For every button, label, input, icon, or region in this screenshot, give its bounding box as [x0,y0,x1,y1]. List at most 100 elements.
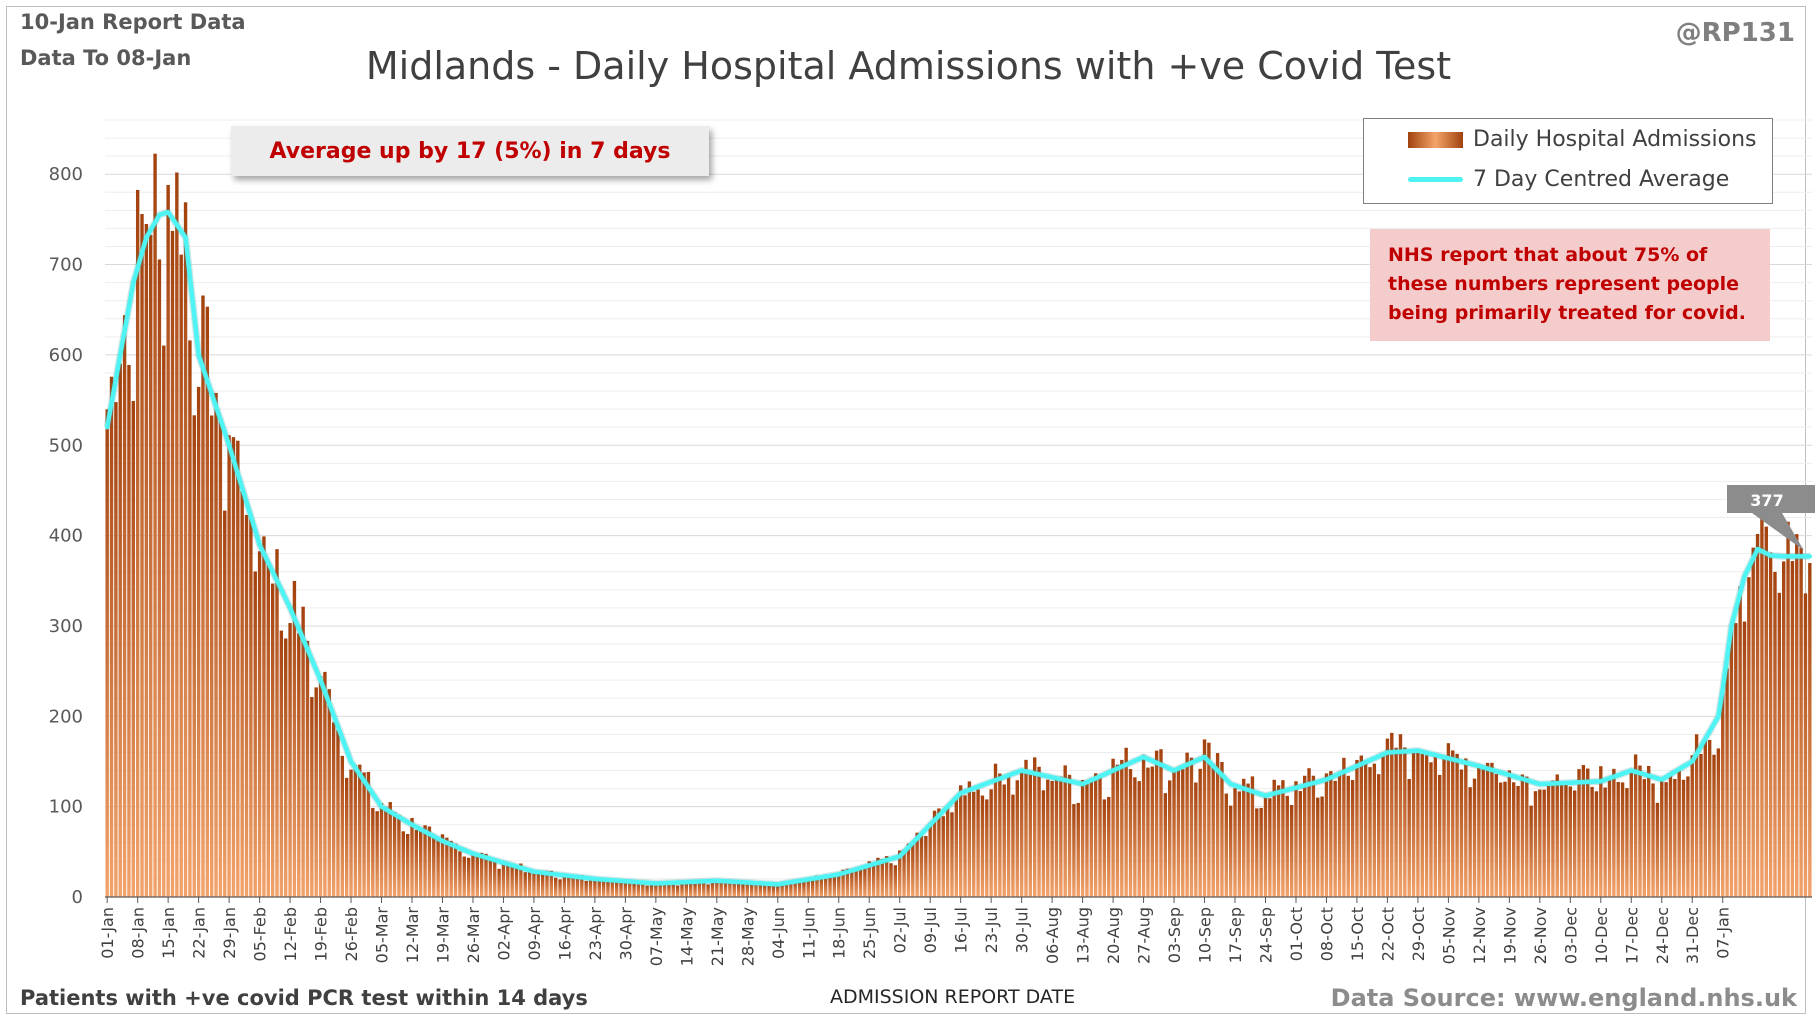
x-tick-label: 05-Nov [1439,907,1458,964]
admission-bar [1481,769,1485,897]
x-tick-label: 24-Sep [1256,907,1275,963]
admission-bar [1625,788,1629,897]
admission-bar [170,230,175,897]
admission-bar [1507,770,1512,897]
admission-bar [1233,788,1237,897]
y-tick-label: 600 [49,345,83,366]
legend-line-swatch [1408,177,1463,182]
admission-bar [1594,791,1599,897]
admission-bar [1146,767,1150,897]
admission-bar [780,882,784,897]
admission-bar [231,437,236,897]
admission-bar [1760,507,1764,897]
admission-bar [1215,753,1220,897]
value-callout-box [1727,485,1815,513]
admission-bar [1673,779,1677,897]
admission-bar [1107,796,1111,897]
admission-bar [1446,743,1451,897]
admission-bar [1228,805,1233,897]
admission-bar [218,419,223,897]
admission-bar [763,884,767,897]
admission-bar [1477,766,1481,897]
legend-label-bars: Daily Hospital Admissions [1473,127,1757,152]
admission-bar [205,306,210,897]
admission-bar [1420,753,1424,897]
admission-bar [401,831,405,897]
admission-bar [1642,779,1647,897]
admission-bar [384,806,388,897]
admission-bar [636,882,641,897]
admission-bar [353,765,358,897]
admission-bar [1629,771,1633,897]
admission-bar [898,850,902,897]
admission-bar [166,184,170,897]
admission-bar [192,415,196,897]
admission-bar [432,836,436,897]
admission-bar [1054,777,1059,897]
admission-bar [1790,561,1795,897]
admission-bar [284,638,288,897]
admission-bar [1533,791,1538,897]
x-tick-label: 08-Oct [1317,907,1336,961]
admission-bar [249,513,253,897]
admission-bar [819,875,824,897]
admission-bar [1207,742,1211,897]
admission-bar [1133,777,1137,897]
x-tick-label: 01-Oct [1287,907,1306,961]
admission-bar [828,876,832,897]
admission-bar [1294,781,1298,897]
admission-bar [972,791,976,897]
admission-bar [749,883,754,897]
admission-bar [784,882,789,897]
admission-bar [1011,794,1015,897]
admission-bar [641,881,645,897]
x-tick-label: 17-Dec [1622,907,1641,964]
admission-bar [702,880,706,897]
x-tick-label: 20-Aug [1104,907,1123,964]
x-tick-label: 30-Apr [616,907,635,961]
admission-bar [196,386,201,897]
admission-bar [1272,779,1276,897]
admission-bar [1311,775,1316,897]
admission-bar [1551,780,1555,897]
admission-bar [135,189,140,898]
admission-bar [1037,766,1041,897]
admission-bar [932,810,937,897]
admission-bar [1028,772,1033,897]
admission-bar [1638,765,1642,897]
admission-bar [1655,802,1660,897]
x-tick-label: 02-Jul [891,907,910,953]
admission-bar [1559,782,1564,897]
admission-bar [1498,782,1503,897]
x-tick-label: 08-Jan [129,907,148,959]
admission-bar [1024,759,1028,897]
admission-bar [1764,526,1768,897]
admission-bar [410,817,414,897]
admission-bar [414,829,419,897]
admission-bar [575,875,580,897]
y-tick-label: 300 [49,616,83,637]
admission-bar [349,769,353,897]
admission-bar [527,870,532,897]
admission-bar [998,773,1002,897]
admission-bar [580,875,584,897]
x-tick-label: 13-Aug [1074,907,1093,964]
admission-bar [697,880,702,897]
admission-bar [1620,782,1625,897]
admission-bar [571,874,575,897]
admission-bar [767,886,771,897]
admission-bar [1599,766,1603,897]
admission-bar [331,722,336,897]
admission-bar [1041,790,1046,897]
admission-bar [1377,774,1381,897]
admission-bar [1707,739,1712,897]
admission-bar [1211,764,1215,897]
admission-bar [140,214,144,897]
x-axis-title: ADMISSION REPORT DATE [830,986,1076,1008]
admission-bar [1459,769,1464,897]
admission-bar [1076,802,1080,897]
admission-bar [1503,781,1507,897]
admission-bar [937,808,941,897]
admission-bar [536,871,540,897]
admission-bar [1586,768,1590,897]
